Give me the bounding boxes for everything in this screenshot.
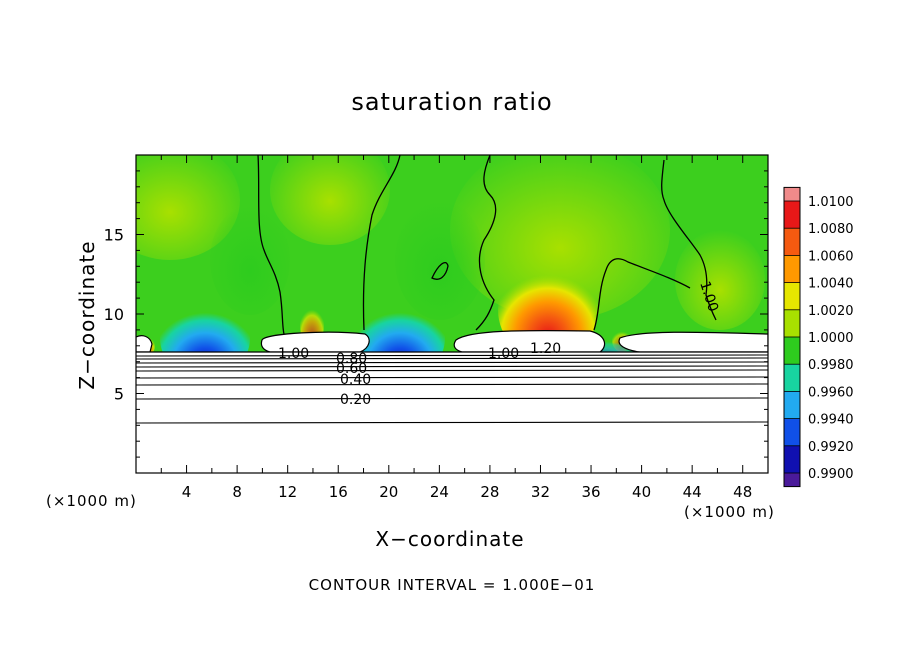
x-tick-label: 28	[480, 483, 499, 501]
y-tick-label: 5	[114, 385, 124, 404]
field-patch	[136, 155, 240, 260]
colorbar-swatch	[784, 418, 800, 446]
x-tick-label: 44	[683, 483, 702, 501]
colorbar-label: 0.9920	[808, 440, 854, 455]
contour-label: 1.20	[530, 341, 561, 357]
x-axis-ticks: 4 8 12 16 20 24 28 32 36 40 44 48	[160, 155, 769, 501]
x-tick-label: 32	[531, 483, 550, 501]
y-tick-label: 15	[104, 226, 124, 245]
x-axis-units: (×1000 m)	[684, 503, 775, 521]
contour-label: 0.40	[340, 372, 371, 388]
colorbar-swatch	[784, 309, 800, 337]
colorbar-swatch	[784, 255, 800, 283]
colorbar-swatch	[784, 337, 800, 365]
contour-interval-note: CONTOUR INTERVAL = 1.000E−01	[308, 576, 596, 594]
contour-label: 0.80	[336, 351, 367, 367]
x-tick-label: 12	[278, 483, 297, 501]
colorbar-label: 1.0100	[808, 195, 854, 210]
colorbar-label: 0.9980	[808, 358, 854, 373]
x-tick-label: 16	[329, 483, 348, 501]
heatmap-field	[136, 155, 768, 473]
colorbar-label: 1.0060	[808, 249, 854, 264]
field-patch	[210, 205, 290, 315]
x-tick-label: 20	[379, 483, 398, 501]
field-patch	[675, 230, 765, 330]
colorbar-swatch	[784, 364, 800, 392]
colorbar-label: 0.9900	[808, 467, 854, 482]
colorbar-swatch	[784, 201, 800, 229]
contour-label: 0.20	[340, 392, 371, 408]
contour-lines-lower	[136, 354, 768, 424]
colorbar-swatch	[784, 391, 800, 419]
colorbar-swatch	[784, 282, 800, 310]
y-axis-label: Z−coordinate	[75, 240, 99, 390]
colorbar-swatch	[784, 445, 800, 473]
colorbar-swatch	[784, 228, 800, 256]
colorbar-label: 1.0080	[808, 222, 854, 237]
colorbar-swatch	[784, 473, 800, 487]
y-axis-units: (×1000 m)	[46, 492, 137, 510]
contour-label-group: 1.00 0.80 0.60 0.40 0.20 1.00 1.20 1.00	[278, 279, 721, 408]
chart-title: saturation ratio	[351, 88, 553, 116]
colorbar: 1.0100 1.0080 1.0060 1.0040 1.0020 1.0000 0.99…	[783, 186, 854, 488]
x-tick-label: 40	[632, 483, 651, 501]
colorbar-label: 0.9940	[808, 413, 854, 428]
field-patch	[395, 200, 485, 320]
field-patch	[270, 155, 390, 245]
colorbar-label: 0.9960	[808, 385, 854, 400]
x-tick-label: 4	[182, 483, 192, 501]
contour-label: 1.00	[278, 346, 309, 362]
colorbar-swatch	[784, 187, 800, 201]
contour-label: 0.60	[336, 361, 367, 377]
cloud-regions	[136, 329, 768, 353]
x-tick-label: 36	[581, 483, 600, 501]
y-axis-ticks: 5 10 15	[104, 170, 768, 458]
colorbar-label: 1.0020	[808, 304, 854, 319]
x-tick-label: 48	[733, 483, 752, 501]
colorbar-label: 1.0000	[808, 331, 854, 346]
stable-layer	[136, 352, 768, 473]
field-patch	[450, 155, 670, 320]
y-tick-label: 10	[104, 305, 124, 324]
x-tick-label: 24	[430, 483, 449, 501]
x-tick-label: 8	[232, 483, 242, 501]
colorbar-label: 1.0040	[808, 277, 854, 292]
contour-lines-upper	[257, 155, 717, 335]
x-axis-label: X−coordinate	[375, 527, 525, 551]
contour-label: 1.00	[488, 346, 519, 362]
